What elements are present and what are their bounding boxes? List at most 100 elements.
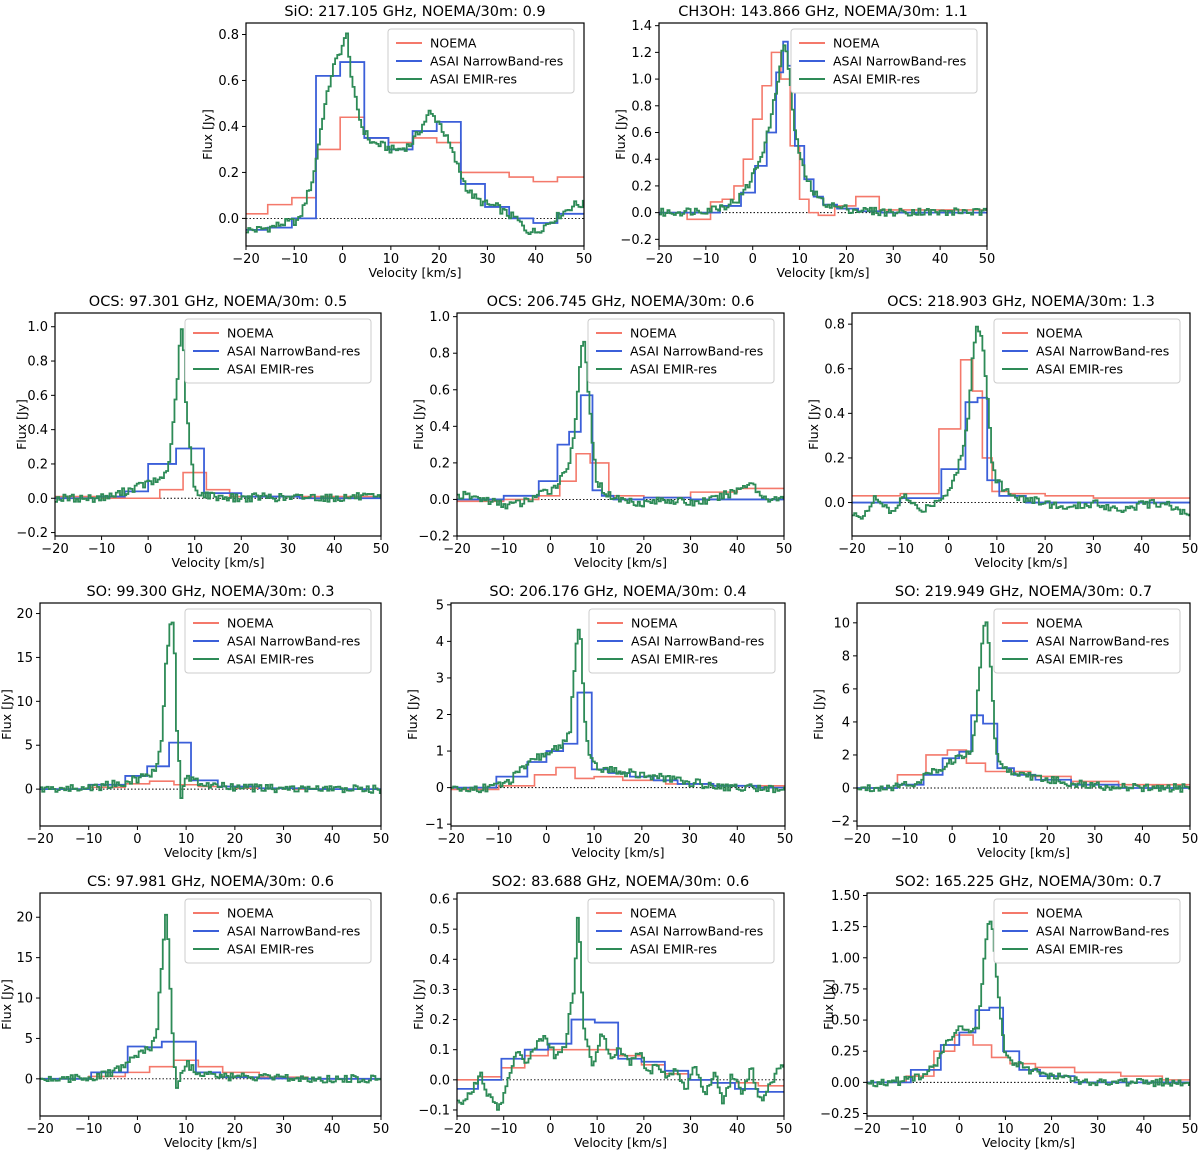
plot-frame: [851, 312, 1191, 537]
x-tick-label: 40: [1133, 542, 1150, 557]
y-axis-label: Flux [Jy]: [806, 399, 821, 450]
x-tick-label: −10: [490, 542, 517, 557]
panel-title: SO: 99.300 GHz, NOEMA/30m: 0.3: [86, 584, 334, 600]
panel-10: SO2: 83.688 GHz, NOEMA/30m: 0.6 −20 −10 0 10…: [411, 874, 792, 1150]
legend-label: ASAI EMIR-res: [630, 362, 717, 377]
y-tick-label: 0.0: [824, 496, 845, 511]
panel-title: SO2: 83.688 GHz, NOEMA/30m: 0.6: [492, 874, 750, 890]
x-tick-label: −20: [26, 832, 53, 847]
legend: NOEMA ASAI NarrowBand-res ASAI EMIR-res: [993, 898, 1181, 964]
y-tick-label: 1.4: [631, 19, 652, 34]
panel-title: SiO: 217.105 GHz, NOEMA/30m: 0.9: [284, 4, 545, 20]
legend-label: ASAI NarrowBand-res: [630, 344, 763, 359]
y-axis-label: Flux [Jy]: [613, 109, 628, 160]
y-tick-label: 0: [842, 782, 850, 797]
x-tick-label: 50: [1182, 1122, 1199, 1137]
y-axis-label: Flux [Jy]: [14, 399, 29, 450]
y-tick-label: 0.8: [429, 347, 450, 362]
x-tick-label: −10: [887, 542, 914, 557]
y-tick-label: 0.2: [429, 1013, 450, 1028]
x-tick-label: 0: [542, 832, 550, 847]
legend-box: [790, 28, 978, 94]
x-tick-label: 10: [586, 832, 603, 847]
y-tick-label: 0.50: [831, 1014, 860, 1029]
x-tick-label: 20: [838, 252, 855, 267]
legend-label: ASAI EMIR-res: [631, 652, 718, 667]
x-tick-label: 0: [133, 1122, 141, 1137]
y-tick-label: 3: [436, 671, 444, 686]
y-tick-label: −1: [425, 818, 444, 833]
x-tick-label: 50: [1182, 832, 1199, 847]
x-tick-label: 40: [729, 542, 746, 557]
x-tick-label: 10: [589, 542, 606, 557]
x-tick-label: −10: [692, 252, 719, 267]
y-tick-label: −0.2: [620, 233, 652, 248]
x-tick-label: −10: [75, 832, 102, 847]
y-tick-label: 0.4: [631, 153, 652, 168]
legend-box: [588, 608, 776, 674]
legend: NOEMA ASAI NarrowBand-res ASAI EMIR-res: [993, 608, 1181, 674]
series-emir: [857, 621, 1190, 793]
x-tick-label: −20: [843, 832, 870, 847]
x-tick-label: 40: [326, 542, 343, 557]
x-tick-label: 10: [186, 542, 203, 557]
x-tick-label: 0: [955, 1122, 963, 1137]
legend: NOEMA ASAI NarrowBand-res ASAI EMIR-res: [387, 28, 575, 94]
y-tick-label: 0.0: [27, 492, 48, 507]
legend-box: [184, 898, 372, 964]
x-tick-label: 20: [233, 542, 250, 557]
x-tick-label: 0: [749, 252, 757, 267]
x-tick-label: 20: [634, 832, 651, 847]
series-emir: [40, 621, 381, 799]
plot-frame: [856, 602, 1191, 827]
x-tick-label: −10: [891, 832, 918, 847]
x-tick-label: 50: [576, 252, 593, 267]
x-tick-label: 0: [144, 542, 152, 557]
series-emir: [451, 628, 785, 794]
x-tick-label: 40: [324, 1122, 341, 1137]
x-tick-label: 40: [324, 832, 341, 847]
y-tick-label: 1.00: [831, 951, 860, 966]
y-tick-label: 0.2: [218, 166, 239, 181]
legend-label: ASAI NarrowBand-res: [227, 924, 360, 939]
y-tick-label: 4: [842, 715, 850, 730]
legend-box: [587, 318, 775, 384]
panel-11: SO2: 165.225 GHz, NOEMA/30m: 0.7 −20 −10 0 1…: [820, 874, 1198, 1150]
y-tick-label: 1.0: [429, 310, 450, 325]
x-tick-label: 40: [527, 252, 544, 267]
x-axis-label: Velocity [km/s]: [777, 265, 870, 280]
x-tick-label: 30: [681, 832, 698, 847]
y-tick-label: 0.4: [429, 420, 450, 435]
y-tick-label: 0.6: [27, 389, 48, 404]
x-tick-label: −20: [232, 252, 259, 267]
series-narrow: [867, 1006, 1190, 1084]
series-emir: [55, 328, 381, 503]
y-tick-label: 2: [842, 748, 850, 763]
y-tick-label: 10: [16, 992, 33, 1007]
legend-label: ASAI NarrowBand-res: [227, 634, 360, 649]
y-tick-label: 2: [436, 708, 444, 723]
x-tick-label: 10: [989, 542, 1006, 557]
legend-label: NOEMA: [430, 36, 477, 51]
x-axis-label: Velocity [km/s]: [574, 555, 667, 570]
x-tick-label: 30: [275, 1122, 292, 1137]
legend-label: ASAI EMIR-res: [1036, 942, 1123, 957]
legend-box: [993, 318, 1181, 384]
x-tick-label: 0: [546, 542, 554, 557]
legend-label: NOEMA: [833, 36, 880, 51]
x-tick-label: 50: [979, 252, 996, 267]
panel-3: OCS: 97.301 GHz, NOEMA/30m: 0.5 −20 −10 0 10…: [14, 294, 389, 570]
series-emir: [852, 325, 1190, 520]
y-tick-label: 0.0: [218, 212, 239, 227]
y-tick-label: 0.25: [831, 1045, 860, 1060]
y-tick-label: 5: [436, 598, 444, 613]
legend-label: NOEMA: [630, 906, 677, 921]
x-axis-label: Velocity [km/s]: [164, 1135, 257, 1150]
x-tick-label: 20: [636, 542, 653, 557]
y-tick-label: 0.6: [824, 362, 845, 377]
series-broad: [852, 359, 1190, 499]
y-tick-label: 0.0: [429, 493, 450, 508]
y-tick-label: 0.6: [429, 383, 450, 398]
legend: NOEMA ASAI NarrowBand-res ASAI EMIR-res: [993, 318, 1181, 384]
